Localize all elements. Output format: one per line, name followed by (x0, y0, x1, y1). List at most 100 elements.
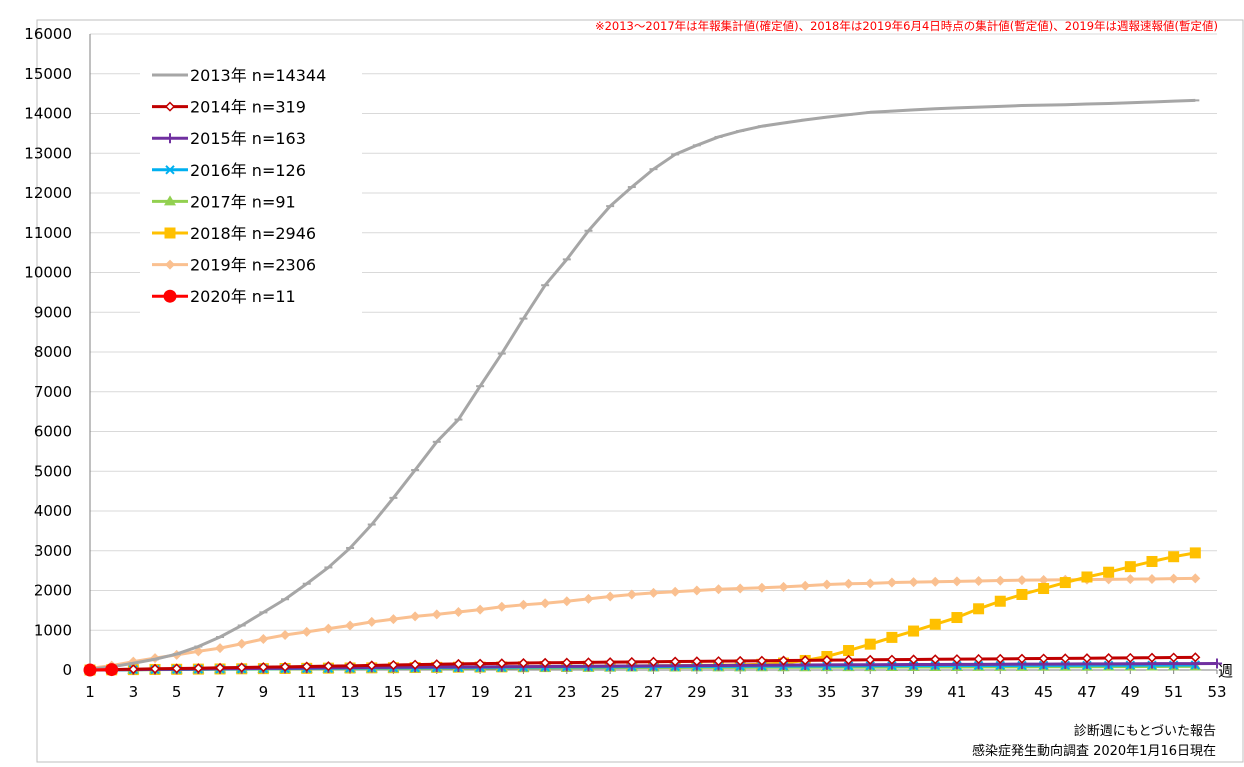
series-7 (84, 663, 119, 676)
data-point (1191, 653, 1199, 661)
y-tick-label: 4000 (34, 502, 72, 520)
data-point (995, 576, 1005, 586)
data-point (930, 577, 940, 587)
data-point (843, 645, 854, 656)
data-point (1083, 654, 1091, 662)
data-point (757, 583, 767, 593)
data-point (865, 639, 876, 650)
legend-swatch-marker (164, 290, 177, 303)
data-point (1105, 654, 1113, 662)
legend-label: 2018年 n=2946 (190, 224, 316, 243)
y-tick-label: 9000 (34, 303, 72, 321)
data-point (323, 624, 333, 634)
x-tick-label: 5 (172, 683, 182, 701)
y-tick-label: 8000 (34, 343, 72, 361)
data-point (1125, 561, 1136, 572)
data-point (844, 579, 854, 589)
data-point (822, 580, 832, 590)
data-point (1016, 589, 1027, 600)
y-tick-label: 12000 (24, 184, 72, 202)
legend-swatch-marker (165, 228, 176, 239)
legend-label: 2017年 n=91 (190, 192, 296, 211)
data-point (1168, 551, 1179, 562)
data-point (909, 577, 919, 587)
y-tick-label: 15000 (24, 65, 72, 83)
y-tick-label: 1000 (34, 621, 72, 639)
data-point (1081, 571, 1092, 582)
data-point (670, 587, 680, 597)
data-point (605, 591, 615, 601)
y-tick-label: 13000 (24, 144, 72, 162)
y-axis-tick-labels: 0100020003000400050006000700080009000100… (24, 25, 72, 679)
data-point (258, 634, 268, 644)
data-point (475, 605, 485, 615)
y-tick-label: 3000 (34, 542, 72, 560)
x-tick-label: 39 (904, 683, 923, 701)
y-tick-label: 11000 (24, 224, 72, 242)
data-point (105, 663, 118, 676)
legend-box (140, 55, 362, 317)
data-point (367, 617, 377, 627)
x-tick-label: 27 (644, 683, 663, 701)
x-tick-label: 3 (129, 683, 139, 701)
x-tick-label: 45 (1034, 683, 1053, 701)
data-point (518, 600, 528, 610)
data-point (432, 609, 442, 619)
series-5 (85, 547, 1201, 675)
data-point (1126, 654, 1134, 662)
x-tick-label: 15 (384, 683, 403, 701)
data-point (302, 627, 312, 637)
data-point (1148, 654, 1156, 662)
data-point (930, 619, 941, 630)
legend-label: 2016年 n=126 (190, 161, 306, 180)
y-tick-label: 16000 (24, 25, 72, 43)
y-tick-label: 7000 (34, 383, 72, 401)
x-axis-label: 週 (1218, 662, 1233, 680)
x-tick-label: 33 (774, 683, 793, 701)
data-point (974, 576, 984, 586)
x-tick-label: 25 (601, 683, 620, 701)
data-point (237, 639, 247, 649)
data-point (1017, 575, 1027, 585)
x-tick-label: 47 (1077, 683, 1096, 701)
x-tick-label: 49 (1121, 683, 1140, 701)
data-point (1169, 574, 1179, 584)
data-point (865, 578, 875, 588)
y-tick-label: 5000 (34, 462, 72, 480)
x-tick-label: 23 (557, 683, 576, 701)
x-tick-label: 17 (427, 683, 446, 701)
data-point (280, 630, 290, 640)
data-point (1170, 654, 1178, 662)
data-point (1038, 583, 1049, 594)
legend-label: 2019年 n=2306 (190, 256, 316, 275)
y-tick-label: 2000 (34, 582, 72, 600)
footer-line-2: 感染症発生動向調査 2020年1月16日現在 (972, 743, 1216, 759)
data-point (1190, 547, 1201, 558)
series-line (90, 553, 1195, 670)
data-point (497, 602, 507, 612)
data-point (540, 598, 550, 608)
data-point (951, 612, 962, 623)
x-tick-label: 51 (1164, 683, 1183, 701)
footer-line-1: 診断週にもとづいた報告 (1074, 723, 1216, 739)
y-tick-label: 6000 (34, 423, 72, 441)
data-point (1190, 573, 1200, 583)
data-point (952, 576, 962, 586)
data-point (995, 596, 1006, 607)
data-point (1125, 574, 1135, 584)
x-tick-label: 37 (861, 683, 880, 701)
legend-label: 2013年 n=14344 (190, 66, 326, 85)
data-point (453, 607, 463, 617)
data-point (562, 596, 572, 606)
data-point (410, 611, 420, 621)
data-point (1103, 567, 1114, 578)
y-tick-label: 0 (62, 661, 72, 679)
data-point (735, 584, 745, 594)
data-point (886, 632, 897, 643)
data-point (215, 643, 225, 653)
x-tick-label: 11 (297, 683, 316, 701)
